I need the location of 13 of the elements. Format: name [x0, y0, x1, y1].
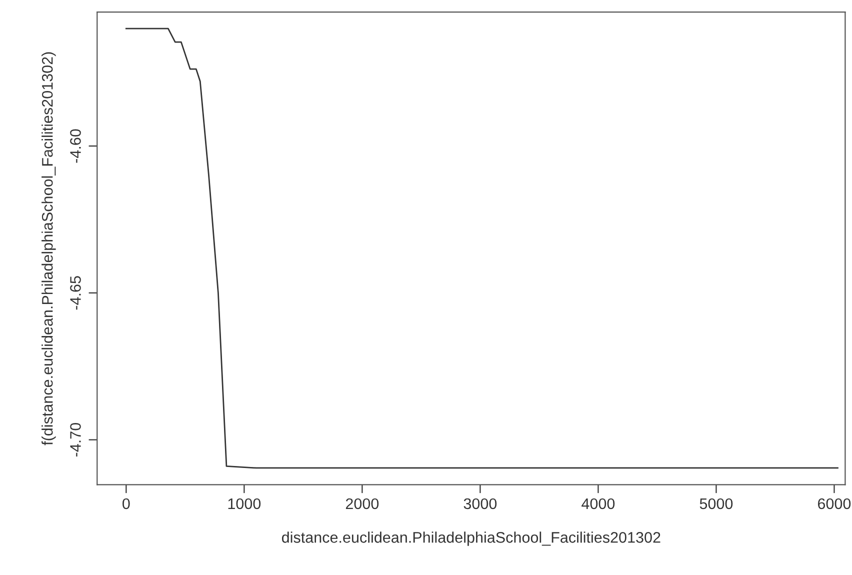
x-tick-label: 5000 — [700, 498, 733, 510]
x-tick-label: 4000 — [582, 498, 615, 510]
y-tick-label: -4.70 — [70, 422, 81, 457]
x-tick-label: 3000 — [464, 498, 497, 510]
y-axis-title: f(distance.euclidean.PhiladelphiaSchool_Facilities201302) — [42, 52, 56, 446]
x-tick-label: 0 — [122, 498, 130, 510]
line-series — [125, 28, 838, 469]
x-tick-label: 2000 — [346, 498, 379, 510]
x-axis-title: distance.euclidean.PhiladelphiaSchool_Facilities201302 — [282, 532, 660, 546]
x-tick-label: 6000 — [818, 498, 851, 510]
y-tick-label: -4.65 — [70, 276, 81, 310]
y-tick-label: -4.60 — [70, 129, 81, 163]
x-tick-label: 1000 — [228, 498, 261, 510]
